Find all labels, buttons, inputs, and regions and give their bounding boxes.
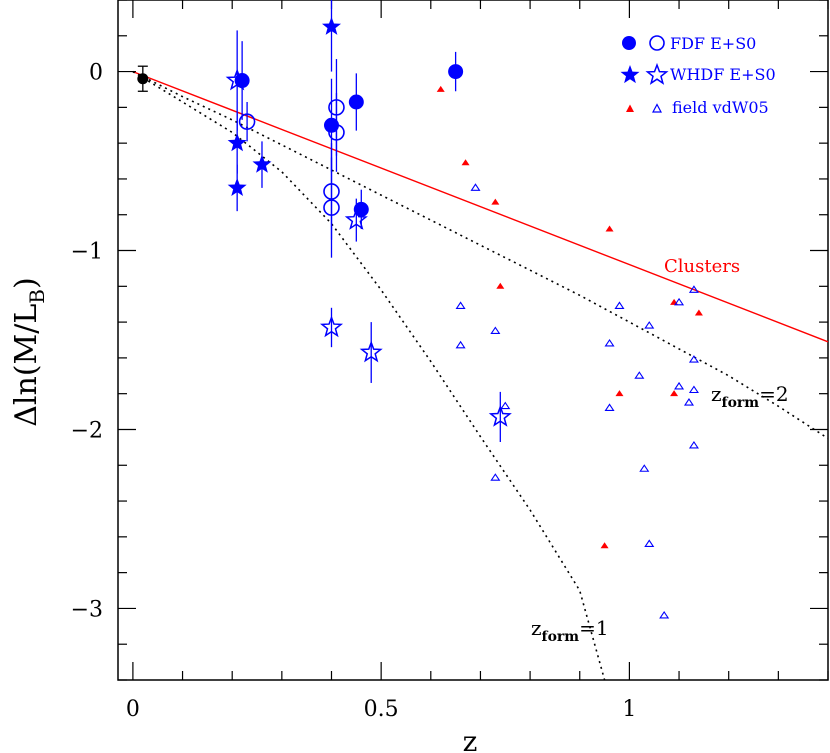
- vdw05-open-point: [674, 381, 685, 390]
- reference-point: [137, 73, 149, 85]
- legend-fdf-label: FDF E+S0: [670, 34, 756, 53]
- legend-field-label: field vdW05: [672, 98, 769, 117]
- zform1-sub: form: [542, 629, 580, 645]
- vdw05-open-point: [604, 403, 615, 411]
- vdw05-open-point: [470, 183, 481, 191]
- whdf-filled-point: [227, 133, 247, 152]
- vdw05-open-point: [455, 340, 466, 349]
- x-tick-label: 1: [622, 697, 636, 722]
- legend-filled-triangle-icon: [626, 104, 634, 112]
- x-axis-title: z: [463, 725, 478, 753]
- fdf-filled-point: [448, 64, 464, 80]
- legend-field: field vdW05: [626, 98, 769, 117]
- vdw05-open-point: [455, 301, 466, 309]
- vdw05-open-point: [688, 285, 699, 293]
- vdw05-open-point: [614, 301, 625, 309]
- fdf-filled-point: [323, 117, 339, 133]
- clusters-line: [132, 70, 829, 343]
- y-tick-label: 0: [89, 61, 103, 86]
- vdw05-open-point: [500, 401, 511, 410]
- plot-border: [117, 0, 829, 681]
- y-axis-title-close: ): [9, 277, 44, 289]
- whdf-open-point: [344, 207, 368, 230]
- x-tick-label: 0.5: [364, 697, 399, 722]
- vdw05-open-point: [634, 371, 645, 379]
- vdw05-open-point: [604, 338, 615, 347]
- whdf-open-point: [488, 404, 512, 427]
- fdf-open-point: [328, 124, 345, 141]
- vdw05-filled-point: [615, 390, 624, 397]
- legend-open-circle-icon: [649, 35, 665, 51]
- zform2-label: zform=2: [711, 382, 789, 411]
- vdw05-open-point: [688, 355, 699, 363]
- legend: FDF E+S0 WHDF E+S0 field vdW05: [620, 34, 776, 117]
- vdw05-open-point: [688, 440, 699, 449]
- vdw05-open-point: [490, 326, 501, 335]
- vdw05-filled-point: [600, 542, 609, 549]
- vdw05-open-point: [688, 385, 699, 394]
- legend-open-triangle-icon: [652, 103, 662, 113]
- vdw05-open-point: [674, 297, 685, 306]
- vdw05-open-point: [490, 473, 501, 481]
- y-axis-title-sub: B: [25, 289, 49, 304]
- legend-open-star-icon: [645, 62, 669, 85]
- plot-frame: [117, 0, 829, 681]
- vdw05-filled-point: [496, 282, 505, 289]
- zform1-label: zform=1: [531, 616, 609, 645]
- vdw05-open-point: [659, 610, 670, 619]
- vdw05-filled-point: [670, 390, 679, 397]
- whdf-open-point: [319, 315, 344, 338]
- zform1-value: =1: [579, 616, 608, 640]
- zform2-sub: form: [722, 395, 760, 411]
- zform1-z: z: [531, 616, 542, 640]
- legend-whdf-label: WHDF E+S0: [670, 65, 776, 84]
- fdf-filled-point: [348, 94, 364, 110]
- vdw05-open-point: [639, 464, 650, 472]
- vdw05-filled-point: [491, 198, 500, 205]
- vdw05-filled-point: [461, 159, 470, 166]
- whdf-open-point: [359, 340, 383, 363]
- whdf-open-point: [225, 68, 249, 91]
- legend-filled-circle-icon: [622, 36, 636, 50]
- y-tick-label: −2: [71, 418, 103, 443]
- y-tick-label: −3: [71, 597, 103, 622]
- vdw05-open-point: [683, 398, 695, 406]
- y-axis-title-main: Δln(M/L: [9, 304, 44, 427]
- clusters-label: Clusters: [664, 256, 740, 277]
- y-tick-label: −1: [71, 240, 103, 265]
- vdw05-open-point: [644, 539, 655, 547]
- vdw05-filled-point: [436, 85, 445, 92]
- x-tick-label: 0: [126, 697, 140, 722]
- legend-filled-star-icon: [620, 65, 640, 84]
- zform2-value: =2: [759, 382, 788, 406]
- model-lines: [132, 70, 829, 681]
- legend-whdf: WHDF E+S0: [620, 62, 776, 85]
- whdf-filled-point: [227, 177, 247, 196]
- vdw05-filled-point: [694, 309, 703, 316]
- data-points: [137, 0, 703, 619]
- whdf-filled-point: [252, 154, 272, 173]
- axis-ticks: 0 0.5 1 0 −1 −2 −3: [71, 0, 829, 722]
- fdf-open-point: [323, 199, 340, 216]
- zform2-z: z: [711, 382, 722, 406]
- vdw05-filled-point: [605, 225, 614, 232]
- fdf-open-point: [238, 113, 256, 130]
- legend-fdf: FDF E+S0: [622, 34, 756, 53]
- y-axis-title: Δln(M/LB): [9, 277, 49, 426]
- zform1-curve: [132, 70, 606, 681]
- whdf-filled-point: [321, 16, 342, 35]
- vdw05-open-point: [644, 321, 655, 329]
